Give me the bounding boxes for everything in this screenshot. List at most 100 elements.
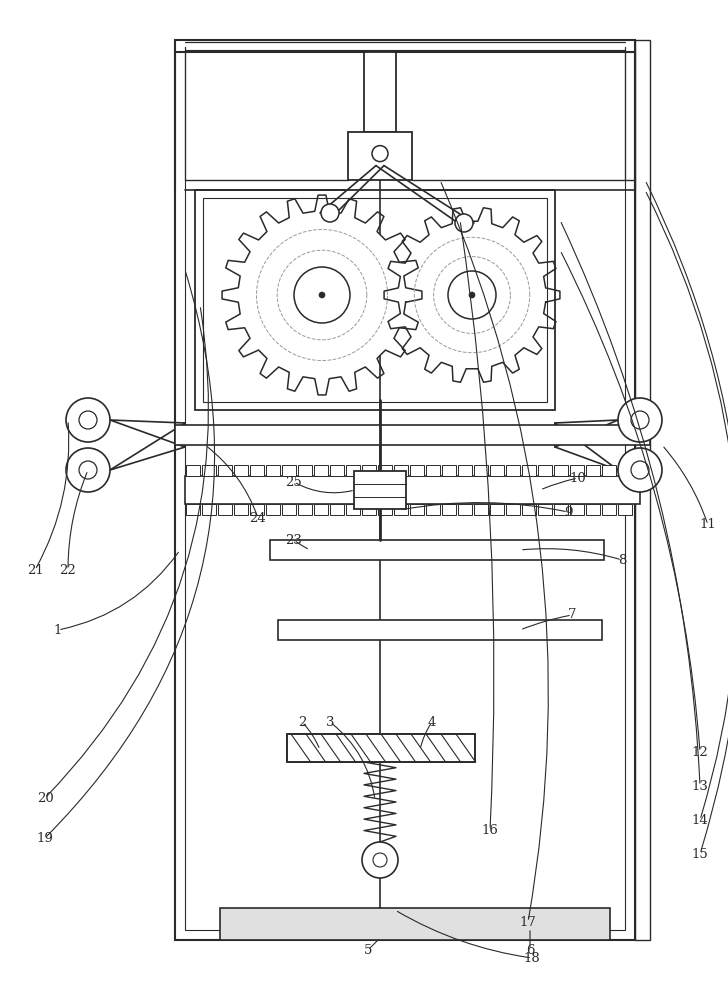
Circle shape bbox=[321, 204, 339, 222]
Bar bbox=[490, 504, 504, 515]
Bar bbox=[354, 471, 406, 509]
Text: 15: 15 bbox=[692, 848, 708, 860]
Bar bbox=[185, 476, 640, 504]
Bar bbox=[218, 465, 232, 476]
Bar bbox=[506, 504, 520, 515]
Text: 8: 8 bbox=[618, 554, 626, 566]
Text: 21: 21 bbox=[27, 564, 44, 576]
Text: 16: 16 bbox=[481, 824, 499, 836]
Circle shape bbox=[238, 211, 406, 379]
Text: 13: 13 bbox=[692, 780, 708, 792]
Bar bbox=[185, 50, 625, 930]
Bar bbox=[314, 504, 328, 515]
Bar bbox=[314, 465, 328, 476]
Bar bbox=[250, 465, 264, 476]
Bar bbox=[202, 504, 216, 515]
Bar bbox=[506, 465, 520, 476]
Bar bbox=[175, 40, 635, 940]
Text: 1: 1 bbox=[54, 624, 62, 637]
Text: 7: 7 bbox=[568, 608, 577, 621]
Circle shape bbox=[66, 398, 110, 442]
Bar bbox=[266, 504, 280, 515]
Circle shape bbox=[294, 267, 350, 323]
Text: 12: 12 bbox=[692, 746, 708, 758]
Bar bbox=[250, 504, 264, 515]
Text: 17: 17 bbox=[520, 916, 537, 928]
Text: 18: 18 bbox=[523, 952, 540, 964]
Text: 14: 14 bbox=[692, 814, 708, 826]
Circle shape bbox=[362, 842, 398, 878]
Bar bbox=[554, 504, 568, 515]
Circle shape bbox=[79, 461, 97, 479]
Circle shape bbox=[79, 411, 97, 429]
Bar bbox=[458, 465, 472, 476]
Text: 24: 24 bbox=[250, 512, 266, 524]
Bar bbox=[266, 465, 280, 476]
Circle shape bbox=[372, 146, 388, 162]
Circle shape bbox=[618, 398, 662, 442]
Bar bbox=[364, 52, 396, 132]
Bar bbox=[378, 465, 392, 476]
Text: 11: 11 bbox=[700, 518, 716, 532]
Bar bbox=[442, 504, 456, 515]
Text: 5: 5 bbox=[364, 944, 372, 956]
Bar bbox=[220, 908, 610, 940]
Circle shape bbox=[455, 214, 473, 232]
Bar bbox=[203, 198, 547, 402]
Bar bbox=[287, 734, 475, 762]
Bar bbox=[586, 504, 600, 515]
Bar bbox=[287, 734, 475, 762]
Bar bbox=[186, 465, 200, 476]
Text: 19: 19 bbox=[36, 832, 53, 844]
Bar bbox=[474, 465, 488, 476]
Text: 22: 22 bbox=[60, 564, 76, 576]
Bar bbox=[282, 504, 296, 515]
Bar bbox=[618, 504, 632, 515]
Bar bbox=[330, 465, 344, 476]
Bar bbox=[442, 465, 456, 476]
Text: 20: 20 bbox=[36, 792, 53, 804]
Text: 25: 25 bbox=[285, 476, 302, 488]
Bar bbox=[458, 504, 472, 515]
Text: 4: 4 bbox=[428, 716, 436, 728]
Circle shape bbox=[618, 448, 662, 492]
Circle shape bbox=[448, 271, 496, 319]
Bar bbox=[175, 425, 650, 445]
Bar bbox=[618, 465, 632, 476]
Bar bbox=[234, 504, 248, 515]
Bar bbox=[474, 504, 488, 515]
Bar bbox=[426, 465, 440, 476]
Bar bbox=[426, 504, 440, 515]
Bar bbox=[202, 465, 216, 476]
Bar bbox=[394, 465, 408, 476]
Bar bbox=[346, 465, 360, 476]
Bar bbox=[346, 504, 360, 515]
Text: 9: 9 bbox=[563, 506, 572, 518]
Bar bbox=[522, 504, 536, 515]
Bar bbox=[270, 540, 604, 560]
Bar bbox=[330, 504, 344, 515]
Circle shape bbox=[398, 221, 546, 369]
Bar bbox=[538, 504, 552, 515]
Text: 2: 2 bbox=[298, 716, 306, 728]
Bar bbox=[394, 504, 408, 515]
Bar bbox=[362, 504, 376, 515]
Circle shape bbox=[631, 461, 649, 479]
Bar bbox=[570, 465, 584, 476]
Bar bbox=[234, 465, 248, 476]
Bar bbox=[278, 620, 602, 640]
Bar bbox=[602, 504, 616, 515]
Bar bbox=[586, 465, 600, 476]
Bar bbox=[554, 465, 568, 476]
Bar bbox=[218, 504, 232, 515]
Text: 3: 3 bbox=[325, 716, 334, 728]
Text: 10: 10 bbox=[569, 472, 586, 485]
Bar bbox=[186, 504, 200, 515]
Text: 23: 23 bbox=[285, 534, 302, 546]
Bar bbox=[410, 465, 424, 476]
Bar bbox=[348, 132, 412, 180]
Bar bbox=[538, 465, 552, 476]
Bar bbox=[282, 465, 296, 476]
Bar bbox=[410, 504, 424, 515]
Circle shape bbox=[469, 292, 475, 298]
